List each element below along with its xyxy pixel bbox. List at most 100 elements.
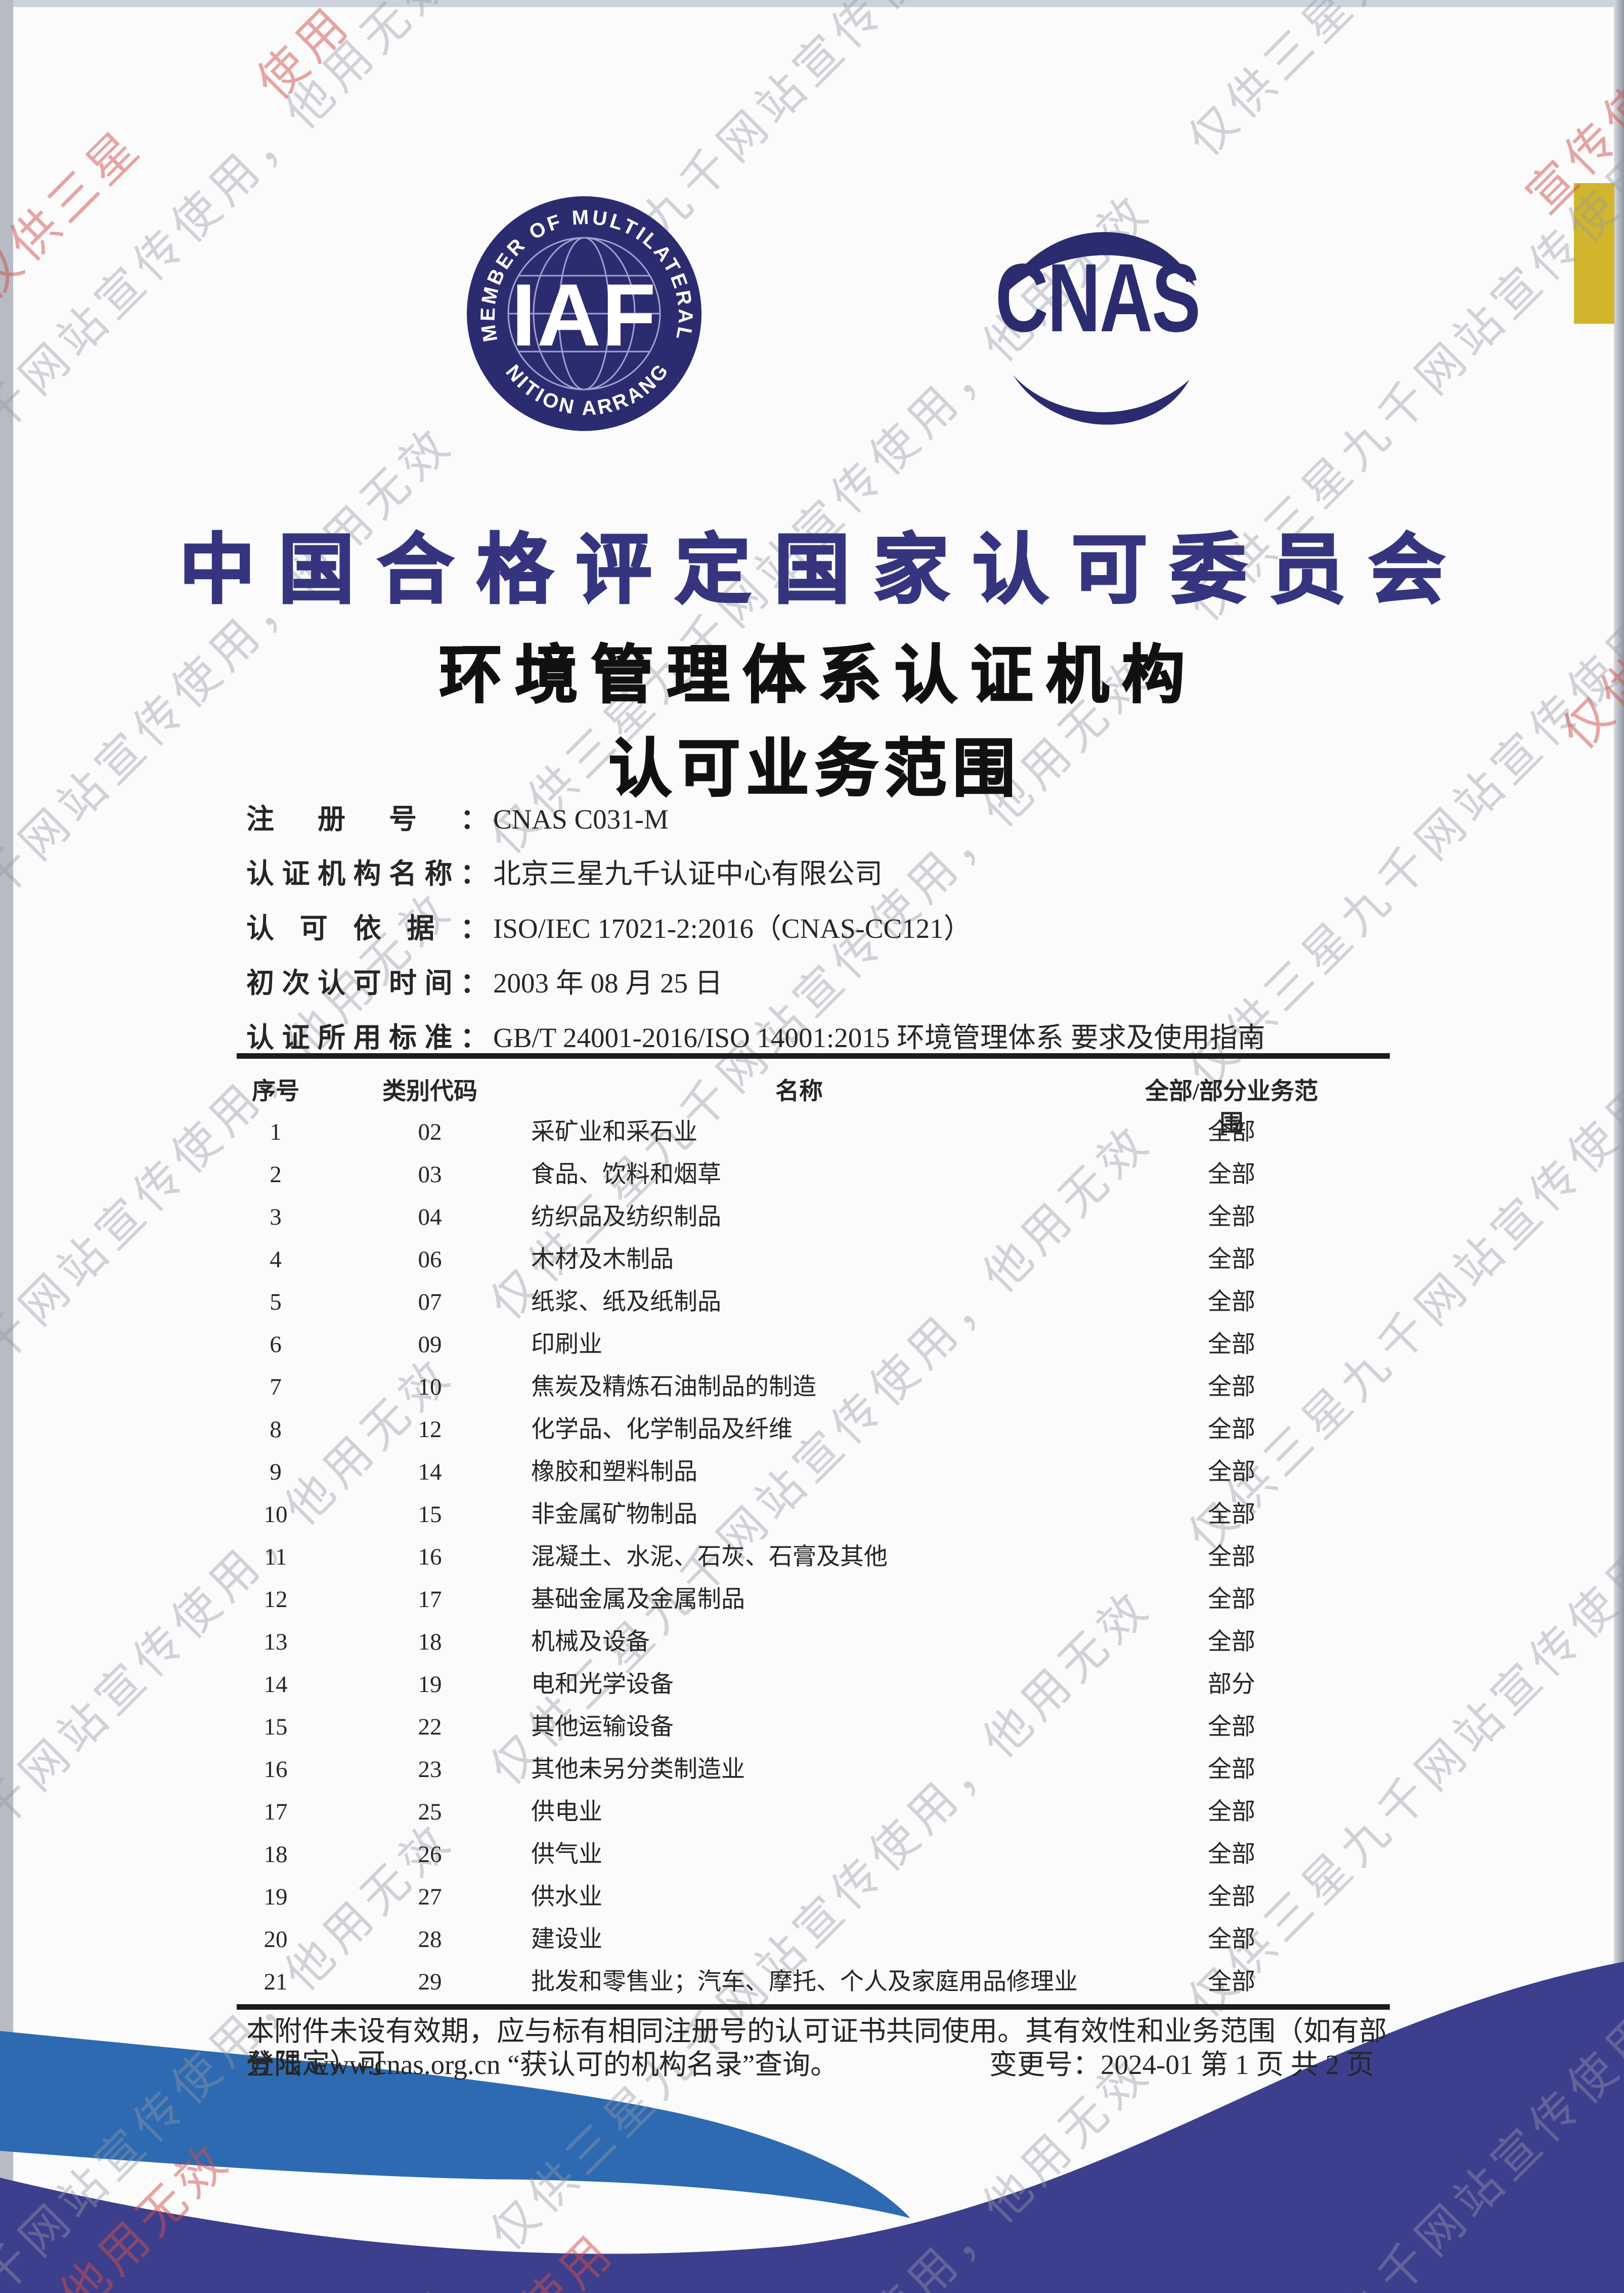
cell-code: 16 bbox=[418, 1544, 442, 1570]
footer-note-line1: 本附件未设有效期，应与标有相同注册号的认可证书共同使用。其有效性和业务范围（如有… bbox=[246, 2016, 1387, 2079]
cell-code: 06 bbox=[418, 1246, 442, 1273]
cnas-logo-icon: CNAS bbox=[986, 211, 1209, 437]
cell-no: 9 bbox=[270, 1459, 282, 1485]
header-scope: 全部/部分业务范围 bbox=[1145, 1078, 1319, 1137]
cell-no: 20 bbox=[264, 1926, 288, 1953]
field-value: GB/T 24001-2016/ISO 14001:2015 环境管理体系 要求… bbox=[493, 1022, 1265, 1053]
cell-no: 17 bbox=[264, 1799, 288, 1825]
field-row: 初次认可时间： 2003 年 08 月 25 日 bbox=[0, 956, 1624, 1011]
table-row: 15 22 其他运输设备 全部 bbox=[0, 1706, 1624, 1748]
cell-no: 18 bbox=[264, 1841, 288, 1868]
cell-no: 11 bbox=[264, 1544, 287, 1570]
cell-name: 焦炭及精炼石油制品的制造 bbox=[531, 1374, 816, 1400]
gold-tab-strip bbox=[1574, 183, 1614, 324]
bottom-wave-graphic bbox=[0, 1962, 1624, 2293]
table-row: 12 17 基础金属及金属制品 全部 bbox=[0, 1578, 1624, 1621]
field-label: 初次认可时间： bbox=[246, 968, 488, 999]
cell-name: 化学品、化学制品及纤维 bbox=[531, 1416, 793, 1443]
cell-code: 12 bbox=[418, 1416, 442, 1443]
footer-note-line2: 登陆 www.cnas.org.cn “获认可的机构名录”查询。 bbox=[246, 2049, 839, 2080]
cell-no: 13 bbox=[264, 1629, 288, 1655]
field-value: ISO/IEC 17021-2:2016（CNAS-CC121） bbox=[493, 913, 972, 944]
field-value: 北京三星九千认证中心有限公司 bbox=[493, 858, 883, 889]
table-rows: 1 02 采矿业和采石业 全部 2 03 食品、饮料和烟草 全部 3 04 纺织… bbox=[0, 1111, 1624, 2003]
table-row: 17 25 供电业 全部 bbox=[0, 1791, 1624, 1833]
cell-name: 基础金属及金属制品 bbox=[531, 1586, 745, 1613]
cell-code: 29 bbox=[418, 1969, 442, 1995]
page-right-edge bbox=[1614, 0, 1624, 2293]
iaf-logo-icon: MEMBER OF MULTILATERAL RECOGNITION ARRAN… bbox=[456, 177, 703, 432]
cell-code: 18 bbox=[418, 1629, 442, 1655]
cnas-logo-text: CNAS bbox=[995, 244, 1200, 352]
footer-revision-page: 变更号：2024-01 第 1 页 共 2 页 bbox=[989, 2049, 1374, 2080]
table-row: 11 16 混凝土、水泥、石灰、石膏及其他 全部 bbox=[0, 1536, 1624, 1578]
cell-scope: 全部 bbox=[1208, 1289, 1255, 1315]
org-title: 中国合格评定国家认可委员会 bbox=[178, 526, 1468, 613]
table-row: 13 18 机械及设备 全部 bbox=[0, 1621, 1624, 1663]
cell-code: 02 bbox=[418, 1119, 442, 1145]
cell-no: 5 bbox=[270, 1289, 282, 1315]
cell-scope: 全部 bbox=[1208, 1926, 1255, 1953]
wave-blue-shape bbox=[0, 2031, 910, 2218]
cell-no: 16 bbox=[264, 1756, 288, 1783]
cell-code: 19 bbox=[418, 1671, 442, 1698]
table-row: 7 10 焦炭及精炼石油制品的制造 全部 bbox=[0, 1366, 1624, 1408]
cell-code: 17 bbox=[418, 1586, 442, 1613]
cell-scope: 全部 bbox=[1208, 1416, 1255, 1443]
cell-scope: 全部 bbox=[1208, 1161, 1255, 1188]
wave-indigo-shape bbox=[0, 1962, 1624, 2293]
cell-no: 1 bbox=[270, 1119, 282, 1145]
cell-scope: 全部 bbox=[1208, 1841, 1255, 1868]
cell-scope: 全部 bbox=[1208, 1884, 1255, 1910]
table-row: 21 29 批发和零售业；汽车、摩托、个人及家庭用品修理业 全部 bbox=[0, 1961, 1624, 2003]
cell-scope: 全部 bbox=[1208, 1374, 1255, 1400]
cell-scope: 全部 bbox=[1208, 1756, 1255, 1783]
cell-code: 26 bbox=[418, 1841, 442, 1868]
cell-name: 其他未另分类制造业 bbox=[531, 1756, 745, 1783]
page-left-edge bbox=[0, 0, 13, 2293]
cell-code: 27 bbox=[418, 1884, 442, 1910]
cell-no: 7 bbox=[270, 1374, 282, 1400]
cell-code: 15 bbox=[418, 1501, 442, 1528]
cell-name: 橡胶和塑料制品 bbox=[531, 1459, 697, 1485]
cell-scope: 全部 bbox=[1208, 1331, 1255, 1358]
cell-name: 非金属矿物制品 bbox=[531, 1501, 697, 1528]
field-label: 认证机构名称： bbox=[246, 858, 488, 889]
cell-scope: 全部 bbox=[1208, 1969, 1255, 1995]
field-row: 认可依据： ISO/IEC 17021-2:2016（CNAS-CC121） bbox=[0, 901, 1624, 956]
cell-name: 纺织品及纺织制品 bbox=[531, 1204, 721, 1230]
cell-no: 3 bbox=[270, 1204, 282, 1230]
table-row: 3 04 纺织品及纺织制品 全部 bbox=[0, 1196, 1624, 1238]
cell-code: 25 bbox=[418, 1799, 442, 1825]
cell-name: 机械及设备 bbox=[531, 1629, 650, 1655]
table-row: 6 09 印刷业 全部 bbox=[0, 1323, 1624, 1366]
cell-code: 10 bbox=[418, 1374, 442, 1400]
cell-scope: 全部 bbox=[1208, 1204, 1255, 1230]
cell-no: 15 bbox=[264, 1714, 288, 1740]
table-row: 2 03 食品、饮料和烟草 全部 bbox=[0, 1153, 1624, 1196]
cell-name: 采矿业和采石业 bbox=[531, 1119, 697, 1145]
iaf-center-text: IAF bbox=[511, 266, 657, 365]
cell-code: 23 bbox=[418, 1756, 442, 1783]
field-label: 认可依据： bbox=[246, 913, 488, 944]
cell-scope: 全部 bbox=[1208, 1459, 1255, 1485]
cell-no: 12 bbox=[264, 1586, 288, 1613]
table-row: 16 23 其他未另分类制造业 全部 bbox=[0, 1748, 1624, 1791]
page-top-edge bbox=[0, 0, 1624, 7]
cell-name: 木材及木制品 bbox=[531, 1246, 674, 1273]
cell-code: 04 bbox=[418, 1204, 442, 1230]
table-row: 18 26 供气业 全部 bbox=[0, 1833, 1624, 1876]
table-top-rule bbox=[237, 1053, 1390, 1059]
field-label: 注册号： bbox=[246, 804, 488, 835]
cell-name: 纸浆、纸及纸制品 bbox=[531, 1289, 721, 1315]
table-row: 8 12 化学品、化学制品及纤维 全部 bbox=[0, 1408, 1624, 1451]
cell-no: 8 bbox=[270, 1416, 282, 1443]
cell-name: 建设业 bbox=[531, 1926, 602, 1953]
cell-no: 4 bbox=[270, 1246, 282, 1273]
cell-no: 21 bbox=[264, 1969, 288, 1995]
cell-no: 2 bbox=[270, 1161, 282, 1188]
field-value: 2003 年 08 月 25 日 bbox=[493, 968, 723, 999]
cell-no: 6 bbox=[270, 1331, 282, 1358]
